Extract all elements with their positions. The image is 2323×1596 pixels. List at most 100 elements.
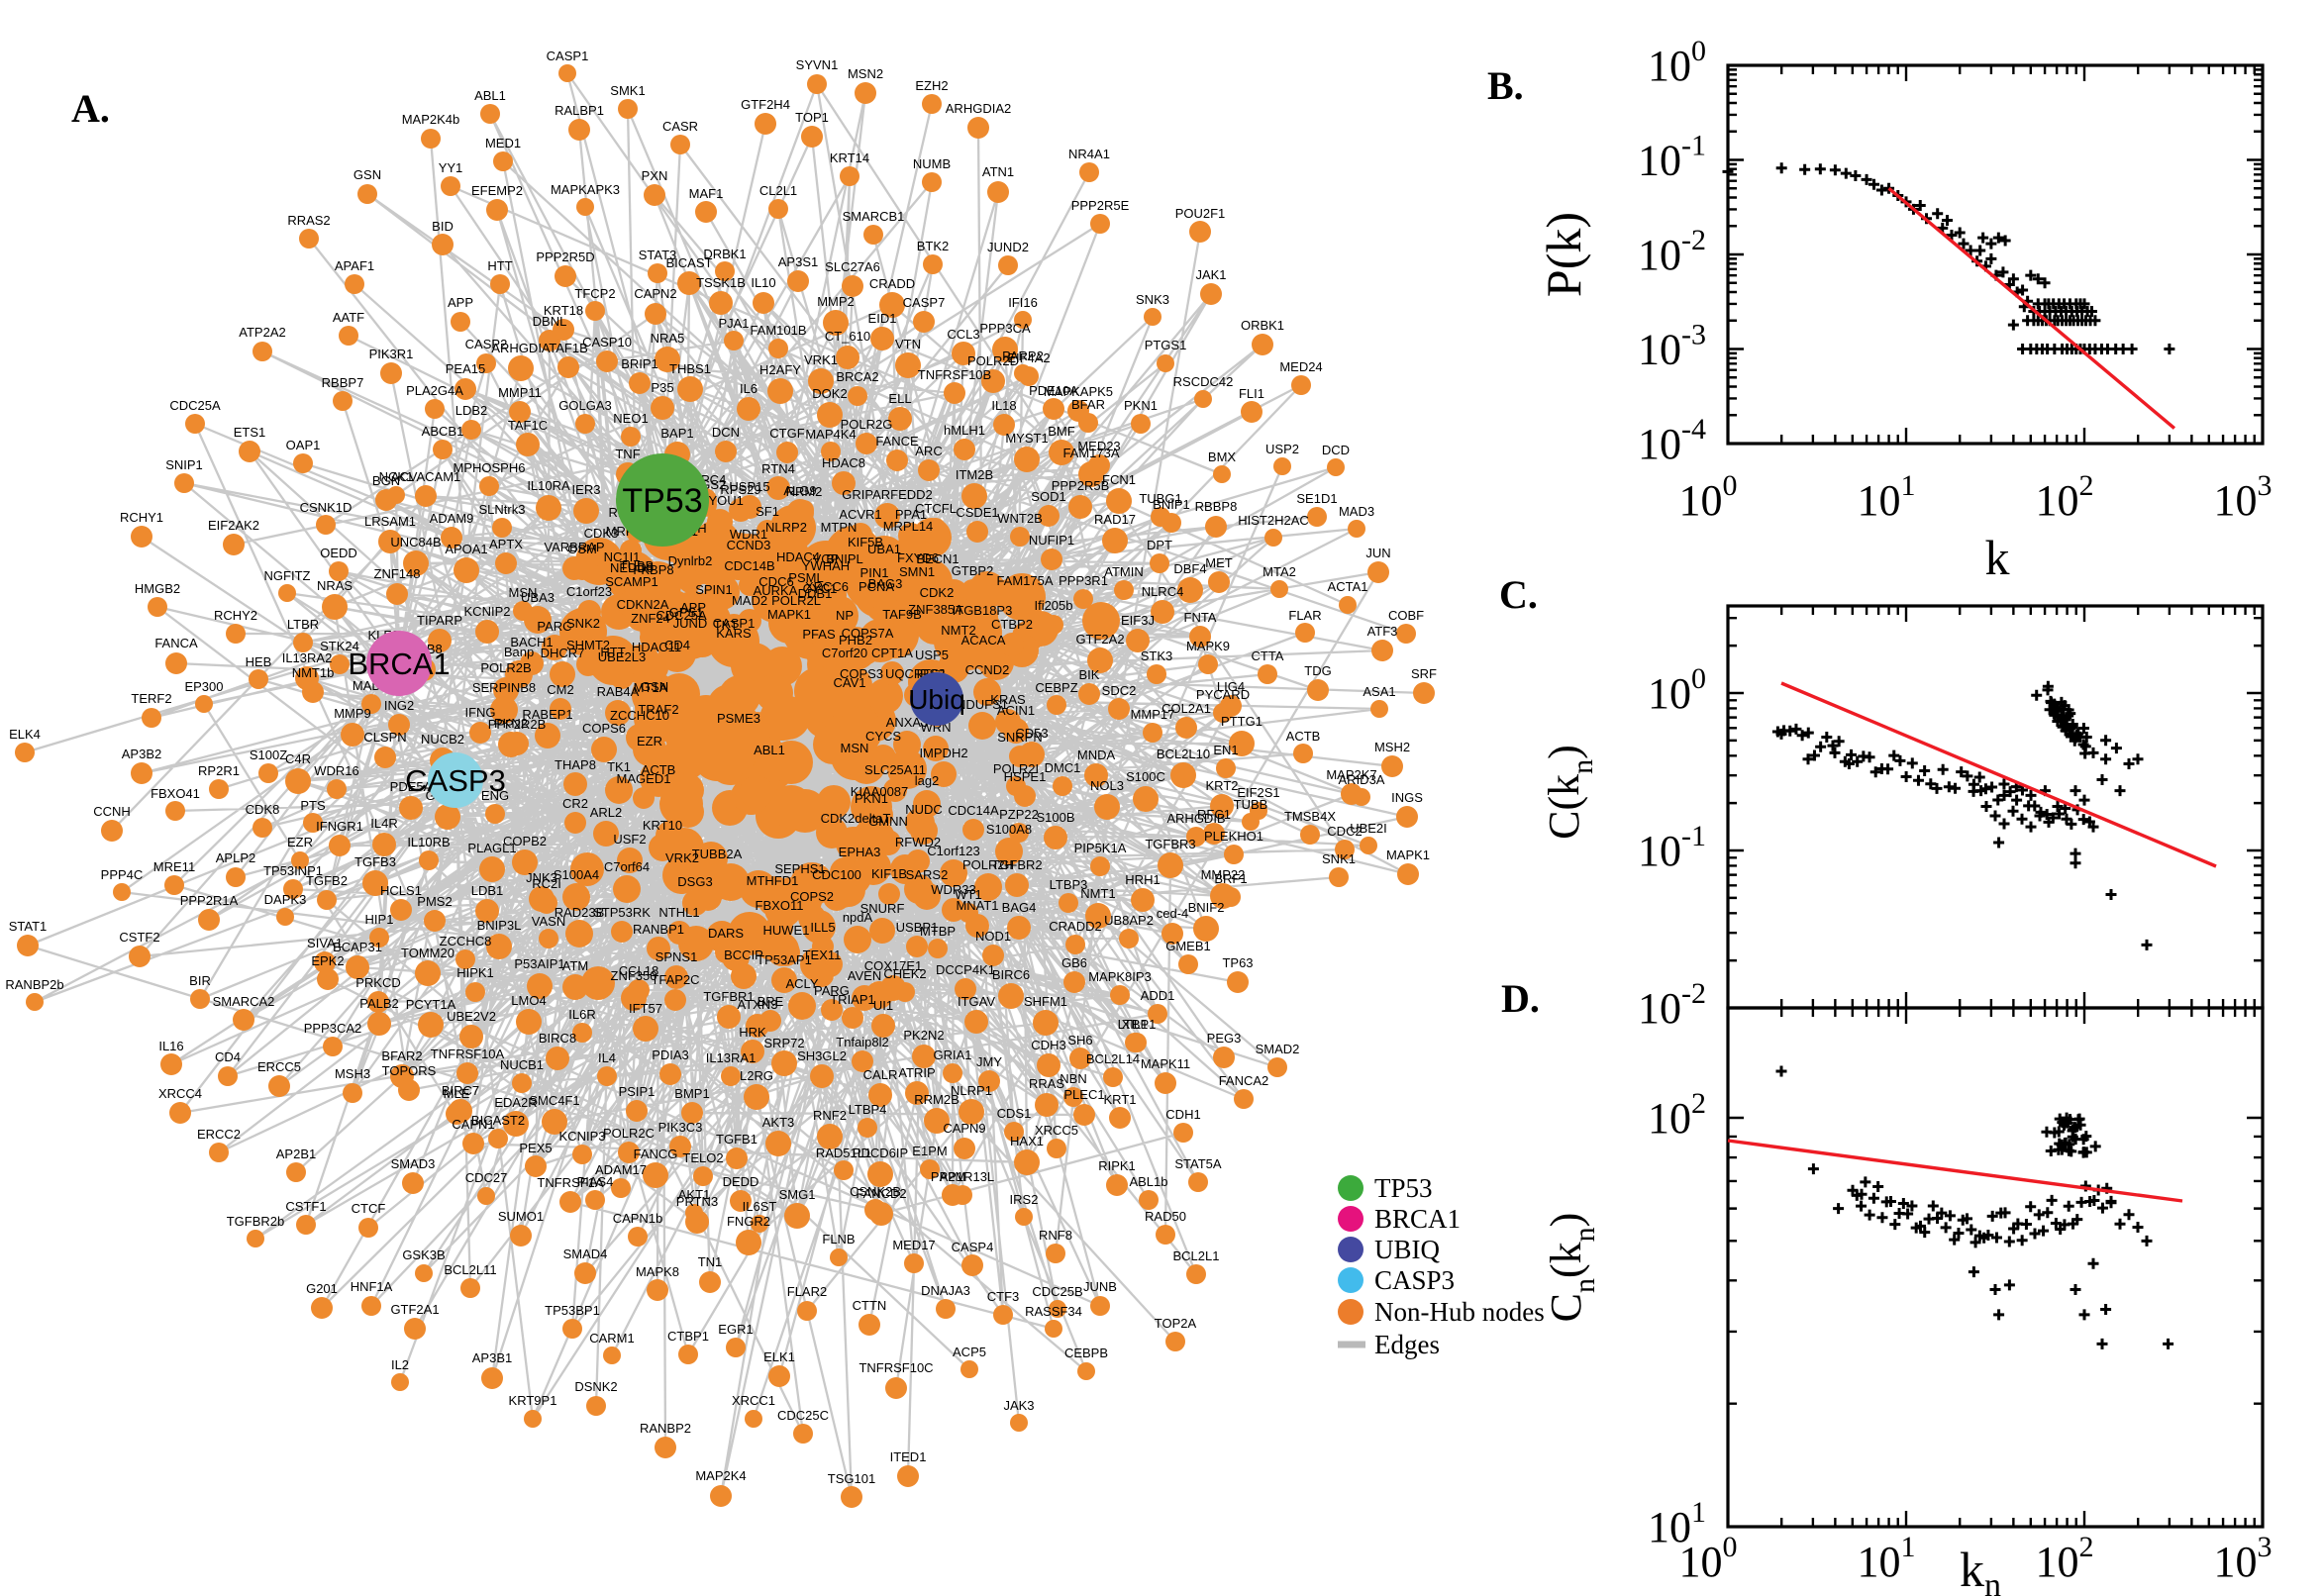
svg-text:CASR: CASR — [662, 119, 698, 134]
svg-text:ACP5: ACP5 — [953, 1345, 986, 1359]
svg-text:MRE11: MRE11 — [153, 859, 195, 874]
svg-text:CCL18: CCL18 — [619, 963, 658, 978]
svg-text:GRIA1: GRIA1 — [933, 1047, 971, 1062]
svg-text:L2RG: L2RG — [740, 1068, 773, 1083]
svg-text:BAG3: BAG3 — [868, 576, 903, 591]
svg-text:AKT3: AKT3 — [762, 1115, 795, 1130]
svg-text:PSML: PSML — [788, 570, 823, 585]
svg-text:CDC100: CDC100 — [812, 867, 861, 882]
svg-text:AURKA: AURKA — [754, 583, 798, 598]
svg-text:ATM: ATM — [562, 958, 588, 973]
svg-text:C1orf123: C1orf123 — [927, 844, 979, 858]
svg-text:CL2L1: CL2L1 — [759, 183, 797, 198]
svg-text:PIK3R1: PIK3R1 — [369, 347, 414, 361]
svg-text:RIPK1: RIPK1 — [1098, 1158, 1136, 1173]
svg-text:ZNF24: ZNF24 — [631, 611, 670, 626]
svg-text:IL10: IL10 — [751, 275, 775, 290]
svg-text:LTBP4: LTBP4 — [849, 1102, 887, 1117]
svg-text:BCCIP: BCCIP — [724, 948, 763, 962]
svg-text:NDUFS1: NDUFS1 — [957, 697, 1008, 712]
svg-text:RCHY2: RCHY2 — [214, 608, 257, 623]
svg-text:AKT1: AKT1 — [678, 1187, 711, 1202]
svg-text:NUCB2: NUCB2 — [421, 732, 464, 747]
svg-text:VARBRAP: VARBRAP — [544, 540, 604, 554]
svg-text:CTF3: CTF3 — [987, 1289, 1020, 1304]
svg-text:RC2I: RC2I — [532, 876, 561, 891]
svg-text:GMEB1: GMEB1 — [1165, 939, 1211, 953]
svg-text:TP63: TP63 — [1222, 955, 1253, 970]
svg-text:RAD51L1: RAD51L1 — [816, 1146, 871, 1160]
svg-text:PPP2R5E: PPP2R5E — [1071, 198, 1130, 213]
svg-text:PDCD6IP: PDCD6IP — [853, 1146, 908, 1160]
svg-text:PYCARD: PYCARD — [1196, 687, 1250, 702]
svg-text:APP: APP — [680, 600, 706, 615]
svg-text:USP5: USP5 — [915, 648, 949, 662]
svg-text:BMX: BMX — [1208, 449, 1237, 464]
svg-text:KIF5B: KIF5B — [848, 535, 883, 549]
svg-text:ATXN3: ATXN3 — [738, 997, 778, 1012]
svg-text:P(k): P(k) — [1536, 212, 1591, 297]
svg-text:SMARCA2: SMARCA2 — [213, 994, 275, 1009]
svg-text:PTGS1: PTGS1 — [1145, 338, 1187, 352]
svg-text:MAP2K7: MAP2K7 — [1326, 767, 1376, 782]
svg-text:CDC14A: CDC14A — [948, 803, 999, 818]
svg-text:NUMB: NUMB — [913, 156, 951, 171]
svg-text:GTF2A2: GTF2A2 — [1075, 632, 1124, 647]
svg-text:GSN: GSN — [354, 167, 381, 182]
svg-text:MMP17: MMP17 — [1131, 707, 1175, 722]
svg-text:RSCDC42: RSCDC42 — [1173, 374, 1234, 389]
svg-text:SMAD2: SMAD2 — [1256, 1042, 1300, 1056]
svg-text:WDR33: WDR33 — [931, 882, 976, 897]
svg-text:HTT: HTT — [487, 258, 512, 273]
svg-text:BCL2L11: BCL2L11 — [444, 1262, 496, 1277]
svg-text:AP3B2: AP3B2 — [122, 747, 161, 761]
svg-text:PTTG1: PTTG1 — [1221, 714, 1262, 729]
svg-text:BNIP3L: BNIP3L — [477, 918, 522, 933]
svg-text:THBS1: THBS1 — [669, 361, 711, 376]
svg-text:SNK1: SNK1 — [1322, 851, 1356, 866]
svg-text:BICAST: BICAST — [666, 255, 713, 270]
svg-text:RABEP1: RABEP1 — [522, 707, 572, 722]
svg-text:IL4: IL4 — [598, 1050, 616, 1065]
svg-text:GMNN: GMNN — [868, 814, 908, 829]
svg-text:GSN: GSN — [641, 679, 668, 694]
svg-text:CDS1: CDS1 — [997, 1106, 1032, 1121]
svg-text:FNGR2: FNGR2 — [727, 1214, 770, 1229]
svg-text:NMT2: NMT2 — [941, 623, 975, 638]
svg-text:SMARCB1: SMARCB1 — [843, 209, 905, 224]
svg-text:NRAS: NRAS — [317, 578, 353, 593]
svg-text:YY1: YY1 — [439, 160, 463, 175]
svg-text:MAPK8: MAPK8 — [636, 1264, 679, 1279]
svg-text:ORBK1: ORBK1 — [1241, 318, 1284, 333]
svg-text:ZNF148: ZNF148 — [374, 566, 421, 581]
svg-text:RFC1: RFC1 — [1197, 807, 1231, 822]
svg-text:HDAC8: HDAC8 — [822, 455, 865, 470]
svg-text:EIF4A2: EIF4A2 — [1007, 350, 1050, 365]
svg-text:ARC: ARC — [915, 444, 942, 458]
svg-text:CEBPB: CEBPB — [1064, 1346, 1108, 1360]
svg-text:LDB1: LDB1 — [471, 883, 504, 898]
svg-text:PEX5: PEX5 — [519, 1141, 552, 1155]
svg-text:SRF: SRF — [1411, 666, 1437, 681]
svg-text:ABCB1: ABCB1 — [422, 424, 464, 439]
svg-text:JUNB: JUNB — [1083, 1279, 1117, 1294]
svg-text:NOL3: NOL3 — [1090, 778, 1124, 793]
svg-text:YWHAH: YWHAH — [802, 558, 850, 573]
svg-text:NUDC: NUDC — [905, 802, 943, 817]
svg-text:Banp: Banp — [504, 645, 534, 659]
svg-text:ANXA3: ANXA3 — [886, 715, 929, 730]
svg-text:JUND2: JUND2 — [987, 240, 1029, 254]
svg-text:TOPORS: TOPORS — [382, 1063, 437, 1078]
svg-text:DBF4: DBF4 — [1173, 561, 1206, 576]
svg-text:VRK2: VRK2 — [665, 850, 699, 865]
svg-text:TRAF2: TRAF2 — [638, 702, 678, 717]
svg-text:FAM173A: FAM173A — [1062, 446, 1119, 460]
svg-text:CARM1: CARM1 — [589, 1331, 635, 1346]
svg-text:BNIF2: BNIF2 — [1188, 900, 1225, 915]
svg-text:NTHL1: NTHL1 — [658, 905, 699, 920]
svg-text:LTBP1: LTBP1 — [1118, 1017, 1157, 1032]
svg-text:SYVN1: SYVN1 — [796, 57, 839, 72]
svg-text:FXYD6: FXYD6 — [897, 550, 939, 565]
svg-text:SMN1: SMN1 — [899, 564, 935, 579]
svg-text:ARHGDIB: ARHGDIB — [1166, 811, 1225, 826]
